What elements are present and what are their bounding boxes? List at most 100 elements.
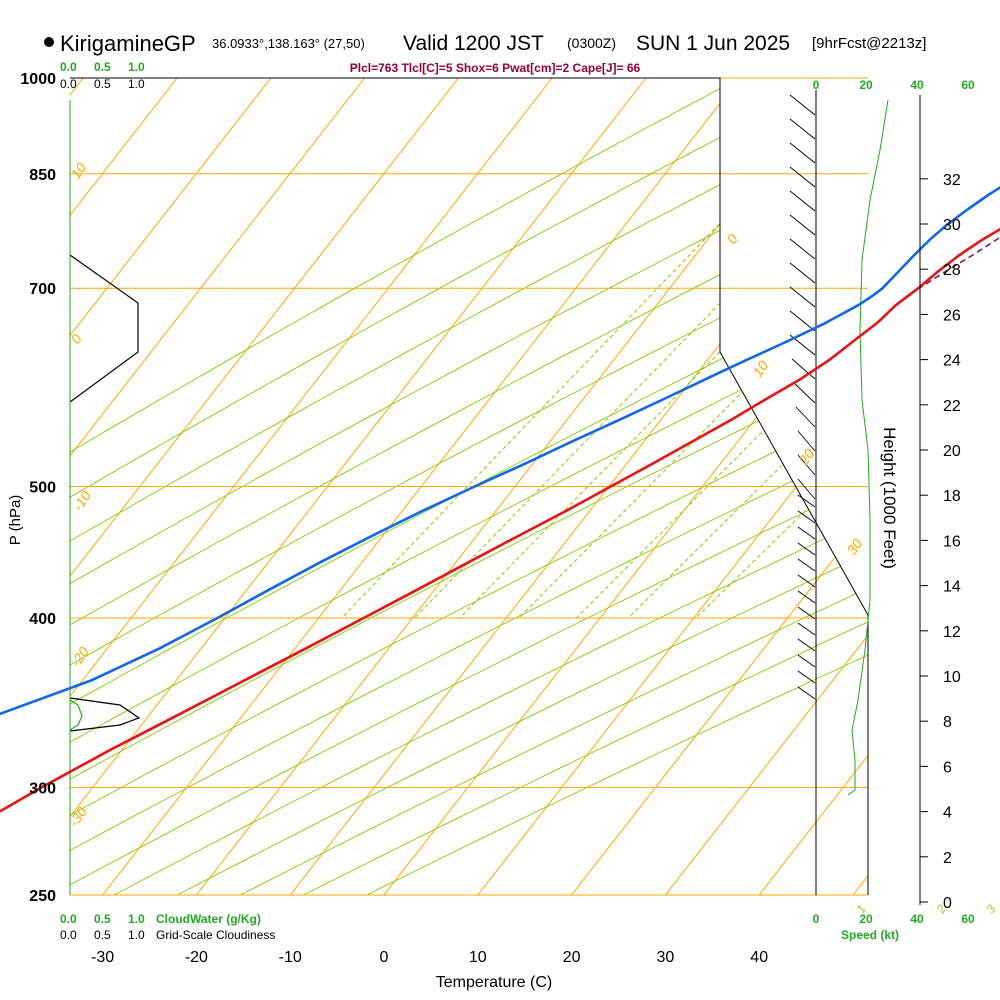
isotherm-line [852, 78, 868, 895]
dry-adiabat-line [70, 78, 868, 895]
temperature-tick-label: -30 [91, 949, 114, 966]
wind-barb [789, 142, 816, 164]
cloud-profile [69, 100, 141, 895]
height-tick-label: 14 [943, 579, 961, 596]
wind-speed-tick-bottom: 20 [859, 912, 873, 926]
cloudwater-tick-bottom-2: 1.0 [128, 912, 145, 926]
height-tick-label: 0 [943, 895, 952, 912]
pressure-tick-label: 500 [29, 480, 56, 497]
wind-speed-tick-top: 40 [910, 78, 924, 92]
wind-barb [793, 382, 816, 404]
dewpoint-profile-line [0, 185, 1000, 716]
station-coords: 36.0933°,138.163° (27,50) [212, 36, 365, 51]
temperature-tick-label: 20 [563, 949, 581, 966]
y-axis-title: P (hPa) [7, 495, 24, 546]
frame-outline [70, 77, 869, 895]
height-tick-label: 2 [943, 850, 952, 867]
cloudiness-label: Grid-Scale Cloudiness [156, 928, 275, 942]
isotherm-line [571, 78, 868, 895]
mixing-ratio-label: 3 [983, 902, 998, 916]
temperature-tick-label: 30 [657, 949, 675, 966]
wind-speed-tick-top: 0 [813, 78, 820, 92]
cloudiness-tick-bottom-2: 1.0 [128, 928, 145, 942]
cloudiness-tick-bottom-0: 0.0 [60, 928, 77, 942]
temperature-tick-label: 0 [380, 949, 389, 966]
height-tick-label: 22 [943, 398, 961, 415]
isotherm-line [758, 78, 868, 895]
wind-barb [789, 118, 816, 140]
height-tick-label: 20 [943, 443, 961, 460]
temperature-tick-label: 10 [469, 949, 487, 966]
x-axis-title: Temperature (C) [436, 974, 552, 991]
height-tick-label: 8 [943, 714, 952, 731]
cloudwater-tick-top-0: 0.0 [60, 60, 77, 74]
cloudwater-lower [69, 699, 83, 731]
wind-speed-tick-top: 60 [961, 78, 975, 92]
dry-adiabat-line [130, 78, 868, 895]
isotherm-line [665, 78, 868, 895]
height-tick-label: 10 [943, 669, 961, 686]
wind-barb [789, 214, 816, 236]
pressure-tick-label: 1000 [20, 71, 56, 88]
isotherm-label: 10 [749, 358, 771, 380]
isobars [70, 77, 868, 896]
dry-adiabat-line [193, 78, 868, 895]
dry-adiabat-line [70, 78, 868, 895]
plot-frame [70, 77, 869, 895]
dry-adiabat-line [70, 78, 795, 895]
wind-speed-tick-bottom: 0 [813, 912, 820, 926]
temperature-profile-line [0, 227, 1000, 813]
wind-barb [789, 94, 816, 116]
cloudwater-tick-bottom-0: 0.0 [60, 912, 77, 926]
dry-adiabat-line [70, 78, 868, 895]
height-tick-label: 6 [943, 759, 952, 776]
cloud-axis-bottom: 0.0 0.5 1.0 CloudWater (g/Kg) 0.0 0.5 1.… [60, 912, 275, 942]
height-tick-label: 26 [943, 307, 961, 324]
pressure-tick-label: 700 [29, 281, 56, 298]
cloudwater-tick-bottom-1: 0.5 [94, 912, 111, 926]
wind-speed-tick-bottom: 60 [961, 912, 975, 926]
pressure-tick-label: 300 [29, 781, 56, 798]
wind-barb [797, 622, 816, 636]
wind-barb [797, 574, 816, 588]
wind-barb [789, 238, 816, 260]
wind-barb [789, 310, 816, 332]
temperature-tick-label: -20 [185, 949, 208, 966]
wind-barb [797, 654, 816, 668]
cloudiness-lower [69, 697, 141, 732]
height-tick-label: 32 [943, 172, 961, 189]
cloudwater-label: CloudWater (g/Kg) [156, 912, 261, 926]
station-dot-icon [44, 37, 54, 47]
wind-barb [789, 262, 816, 284]
wind-speed-tick-bottom: 40 [910, 912, 924, 926]
wind-barb [797, 478, 816, 500]
cloudiness-tick-top-1: 0.5 [94, 77, 111, 91]
isotherm-line [70, 78, 272, 895]
dry-adiabat-line [70, 78, 868, 895]
dry-adiabat-line [70, 78, 868, 895]
wind-barb [797, 686, 816, 700]
valid-zulu: (0300Z) [567, 35, 616, 51]
cloudiness-tick-bottom-1: 0.5 [94, 928, 111, 942]
wind-barb [797, 542, 816, 556]
wind-barb [789, 286, 816, 308]
cloudiness-tick-top-2: 1.0 [128, 77, 145, 91]
cloud-axis-top: 0.0 0.5 1.0 0.0 0.5 1.0 [60, 60, 145, 91]
pressure-tick-label: 250 [29, 888, 56, 905]
mixing-ratio-labels: 123581220 [854, 902, 999, 917]
height-tick-label: 30 [943, 217, 961, 234]
pressure-tick-label: 400 [29, 611, 56, 628]
dry-adiabat-line [318, 78, 868, 895]
sounding-profiles [0, 185, 1000, 813]
wind-barb [789, 166, 816, 188]
isotherm-line [70, 78, 178, 895]
wind-barb [797, 454, 816, 476]
wind-barb [791, 358, 816, 380]
forecast-tag: [9hrFcst@2213z] [812, 35, 926, 52]
isotherm-label: 30 [843, 536, 865, 558]
temperature-tick-label: -10 [279, 949, 302, 966]
valid-date: SUN 1 Jun 2025 [636, 32, 790, 55]
dry-adiabat-line [70, 78, 868, 895]
